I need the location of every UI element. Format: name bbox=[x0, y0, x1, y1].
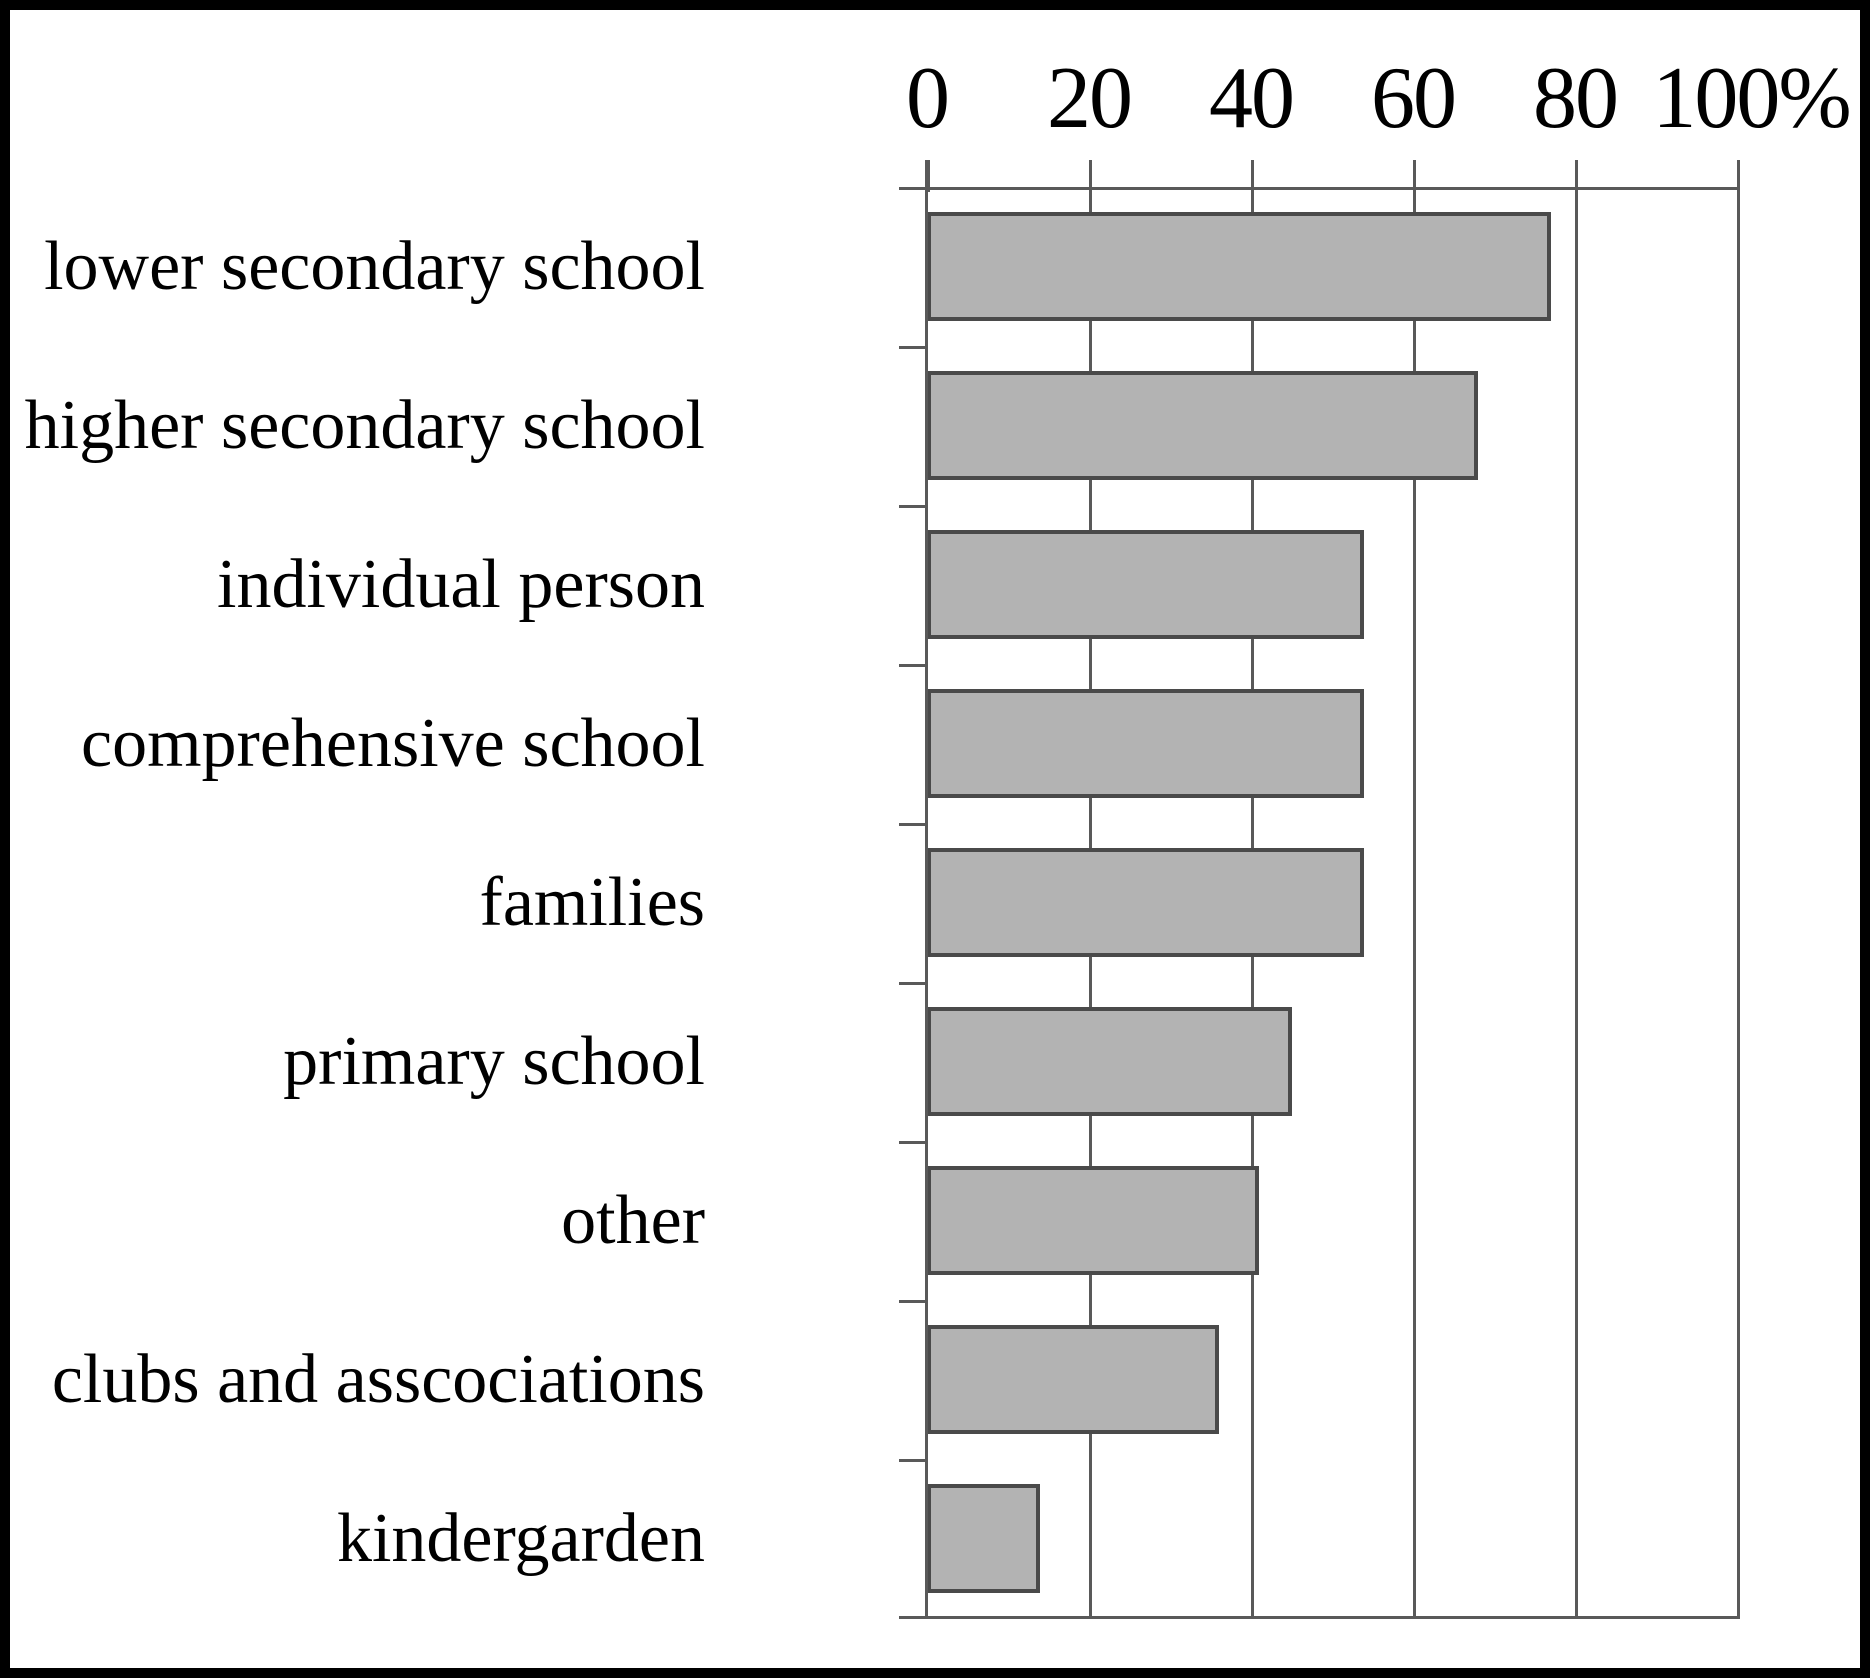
x-tick-label: 60 bbox=[1371, 50, 1457, 147]
x-tick-label: 20 bbox=[1047, 50, 1133, 147]
bar bbox=[927, 848, 1364, 957]
x-tick-label: 100% bbox=[1652, 50, 1851, 147]
category-label: families bbox=[479, 863, 705, 941]
bar bbox=[927, 212, 1551, 321]
bar bbox=[927, 1325, 1219, 1434]
x-axis-line-bottom bbox=[899, 1616, 1740, 1619]
x-tick-label: 40 bbox=[1209, 50, 1295, 147]
x-tick-label: 0 bbox=[906, 50, 950, 147]
bar bbox=[927, 1007, 1292, 1116]
gridline-80 bbox=[1575, 187, 1578, 1616]
category-tick bbox=[899, 346, 927, 349]
x-axis-tick bbox=[1251, 160, 1254, 192]
x-axis-tick bbox=[1413, 160, 1416, 192]
bar bbox=[927, 1166, 1259, 1275]
bar bbox=[927, 1484, 1040, 1593]
category-label: other bbox=[561, 1181, 705, 1259]
bar bbox=[927, 689, 1364, 798]
bar bbox=[927, 371, 1478, 480]
gridline-100 bbox=[1737, 187, 1740, 1616]
category-tick bbox=[899, 1300, 927, 1303]
category-tick bbox=[899, 664, 927, 667]
bar bbox=[927, 530, 1364, 639]
category-tick bbox=[899, 823, 927, 826]
category-tick bbox=[899, 505, 927, 508]
category-label: individual person bbox=[217, 545, 705, 623]
x-axis-tick bbox=[1575, 160, 1578, 192]
plot-area: 0 20 40 60 80 100% lower secondary school highe… bbox=[10, 10, 1860, 1668]
category-tick bbox=[899, 1459, 927, 1462]
category-tick bbox=[899, 982, 927, 985]
category-label: lower secondary school bbox=[44, 227, 705, 305]
category-label: clubs and asscociations bbox=[51, 1340, 705, 1418]
category-label: primary school bbox=[283, 1022, 705, 1100]
category-label: comprehensive school bbox=[81, 704, 705, 782]
y-axis-line bbox=[925, 160, 928, 1619]
x-axis-tick bbox=[927, 160, 930, 192]
category-label: kindergarden bbox=[336, 1499, 705, 1577]
x-axis-tick bbox=[1737, 160, 1740, 192]
category-label: higher secondary school bbox=[24, 386, 705, 464]
gridline-60 bbox=[1413, 187, 1416, 1616]
x-axis-line-top bbox=[899, 187, 1740, 190]
category-tick bbox=[899, 1141, 927, 1144]
x-tick-label: 80 bbox=[1533, 50, 1619, 147]
x-axis-tick bbox=[1089, 160, 1092, 192]
